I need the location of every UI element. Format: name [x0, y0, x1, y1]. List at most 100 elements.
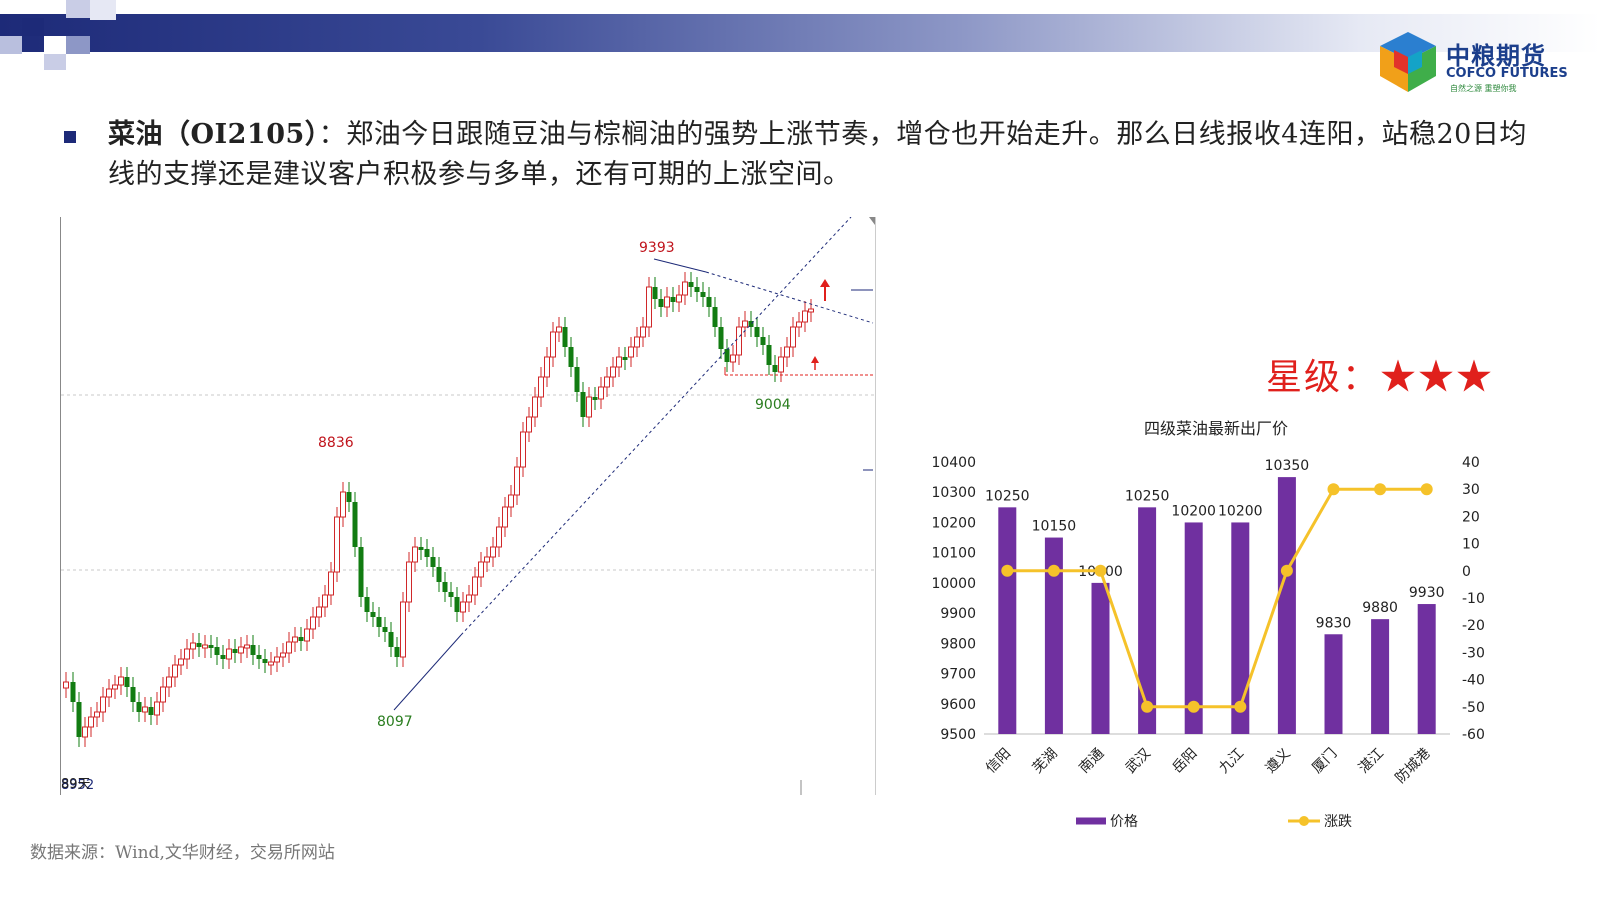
- candle-body: [358, 547, 364, 597]
- bar-value-label: 10150: [1032, 519, 1077, 535]
- rating-label: 星级：: [1266, 357, 1381, 398]
- candle-body: [514, 466, 520, 496]
- candle-body: [448, 592, 454, 597]
- legend-label-price: 价格: [1110, 814, 1138, 830]
- candle-body: [682, 281, 688, 296]
- annotation-high: 9393: [639, 240, 675, 256]
- up-arrow-icon: [820, 279, 830, 301]
- candle-body: [280, 652, 286, 658]
- x-tick-label: 厦门: [1309, 746, 1340, 777]
- candle-body: [100, 696, 106, 713]
- price-bar: [1324, 634, 1343, 734]
- candle-body: [106, 688, 112, 698]
- candle-body: [640, 326, 646, 338]
- bar-value-label: 9830: [1316, 615, 1352, 631]
- candle-body: [490, 546, 496, 558]
- candle-body: [526, 416, 532, 433]
- x-tick-label: 芜湖: [1029, 745, 1061, 777]
- candle-body: [82, 726, 88, 738]
- candle-body: [730, 354, 736, 363]
- candle-body: [736, 326, 742, 356]
- header-square: [44, 36, 66, 54]
- candle-body: [502, 506, 508, 528]
- data-source: 数据来源：Wind,文华财经，交易所网站: [30, 843, 335, 863]
- logo-english-name: COFCO FUTURES: [1446, 66, 1568, 81]
- candle-body: [202, 644, 208, 649]
- candle-body: [592, 397, 598, 400]
- y-tick-right: -50: [1462, 700, 1485, 716]
- candle-body: [424, 549, 430, 557]
- y-tick-left: 10200: [931, 515, 976, 531]
- candle-body: [124, 677, 130, 687]
- header-square: [22, 18, 44, 36]
- x-tick-label: 湛江: [1356, 746, 1387, 777]
- candle-body: [724, 349, 730, 362]
- price-bar: [1184, 522, 1203, 734]
- candle-body: [334, 516, 340, 573]
- candle-body: [766, 345, 772, 365]
- y-tick-left: 10300: [931, 485, 976, 501]
- price-bar: [1371, 619, 1390, 734]
- price-chart: 四级菜油最新出厂价 104001030010200101001000099009…: [931, 419, 1485, 830]
- x-tick-label: 武汉: [1123, 746, 1154, 777]
- y-tick-right: -60: [1462, 727, 1485, 743]
- change-point: [1047, 564, 1060, 577]
- headline-bold: 菜油（OI2105）: [108, 119, 319, 150]
- change-point: [1327, 483, 1340, 496]
- candle-body: [298, 637, 304, 641]
- change-point: [1141, 700, 1154, 713]
- price-bar: [1277, 477, 1296, 734]
- candle-body: [658, 299, 664, 307]
- x-tick-label: 信阳: [983, 746, 1014, 777]
- rating: 星级：★★★: [1266, 348, 1494, 400]
- candle-body: [316, 606, 322, 618]
- candle-body: [238, 646, 244, 654]
- chart-title: 四级菜油最新出厂价: [1144, 419, 1288, 438]
- candle-body: [322, 594, 328, 608]
- candle-body: [352, 502, 358, 547]
- candle-body: [454, 597, 460, 612]
- price-bar: [1091, 582, 1110, 734]
- candle-body: [232, 649, 238, 653]
- change-point: [1187, 700, 1200, 713]
- candle-body: [604, 376, 610, 388]
- candle-body: [310, 616, 316, 630]
- candle-body: [742, 320, 748, 328]
- candle-body: [190, 642, 196, 650]
- y-tick-left: 10000: [931, 576, 976, 592]
- y-tick-right: 0: [1462, 564, 1471, 580]
- candle-body: [496, 526, 502, 548]
- y-tick-left: 9700: [940, 667, 976, 683]
- candle-body: [574, 367, 580, 392]
- candle-body: [616, 356, 622, 368]
- candle-body: [328, 571, 334, 596]
- corner-value: 8952: [61, 778, 94, 793]
- candle-body: [622, 357, 628, 360]
- kline-svg: 9393 9004 8836 8097 8952 89天: [61, 216, 875, 795]
- candle-body: [754, 327, 760, 337]
- y-tick-right: 40: [1462, 455, 1480, 471]
- candle-body: [478, 561, 484, 578]
- candle-body: [166, 676, 172, 688]
- candle-body: [196, 643, 202, 647]
- candle-body: [562, 327, 568, 347]
- bullet-square: [64, 131, 76, 143]
- annotation-high: 8836: [318, 435, 354, 451]
- candle-body: [112, 684, 118, 690]
- candle-body: [664, 296, 670, 308]
- header-band: [0, 14, 1600, 52]
- candle-body: [370, 612, 376, 617]
- candle-body: [346, 492, 352, 502]
- bar-value-label: 9880: [1362, 600, 1398, 616]
- logo-cube-icon: [1380, 32, 1436, 92]
- header-square: [66, 36, 90, 54]
- candle-body: [568, 347, 574, 367]
- candle-body: [532, 396, 538, 418]
- candle-body: [94, 711, 100, 718]
- candle-body: [808, 308, 814, 313]
- candle-body: [436, 567, 442, 582]
- candle-body: [76, 702, 82, 737]
- candle-body: [790, 326, 796, 348]
- candle-body: [634, 336, 640, 348]
- candle-body: [154, 701, 160, 716]
